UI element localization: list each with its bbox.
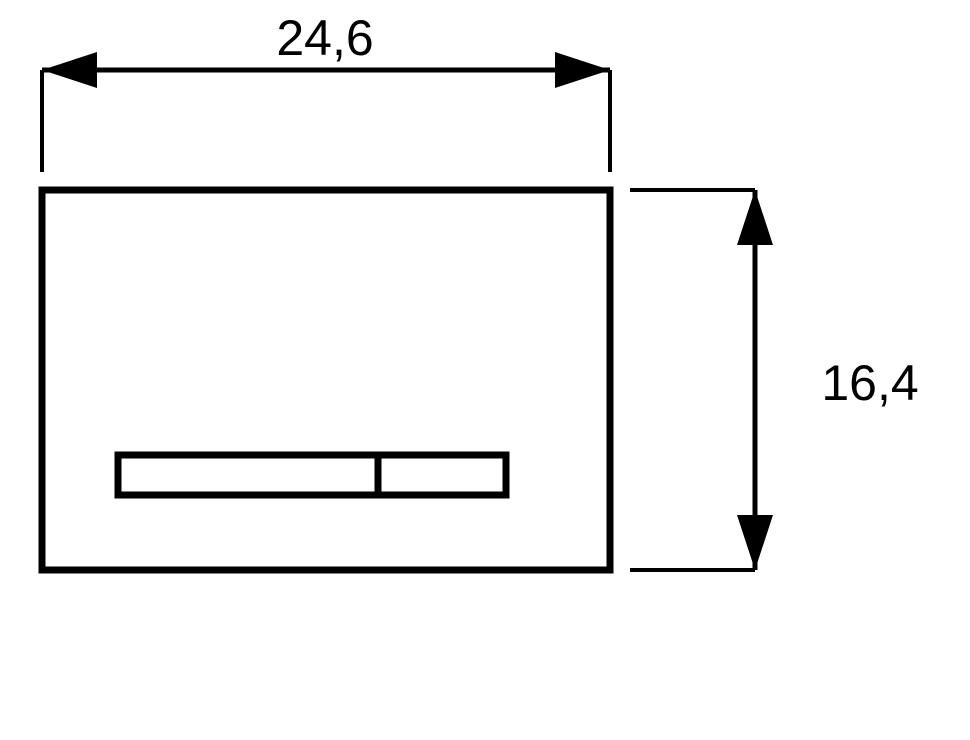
height-arrow-bottom: [737, 515, 773, 570]
button-right-outline: [378, 455, 506, 495]
panel-outline: [42, 190, 610, 570]
button-left-outline: [118, 455, 378, 495]
width-arrow-right: [555, 52, 610, 88]
height-dim-label: 16,4: [821, 355, 918, 411]
width-arrow-left: [42, 52, 97, 88]
width-dim-label: 24,6: [276, 10, 373, 66]
height-arrow-top: [737, 190, 773, 245]
